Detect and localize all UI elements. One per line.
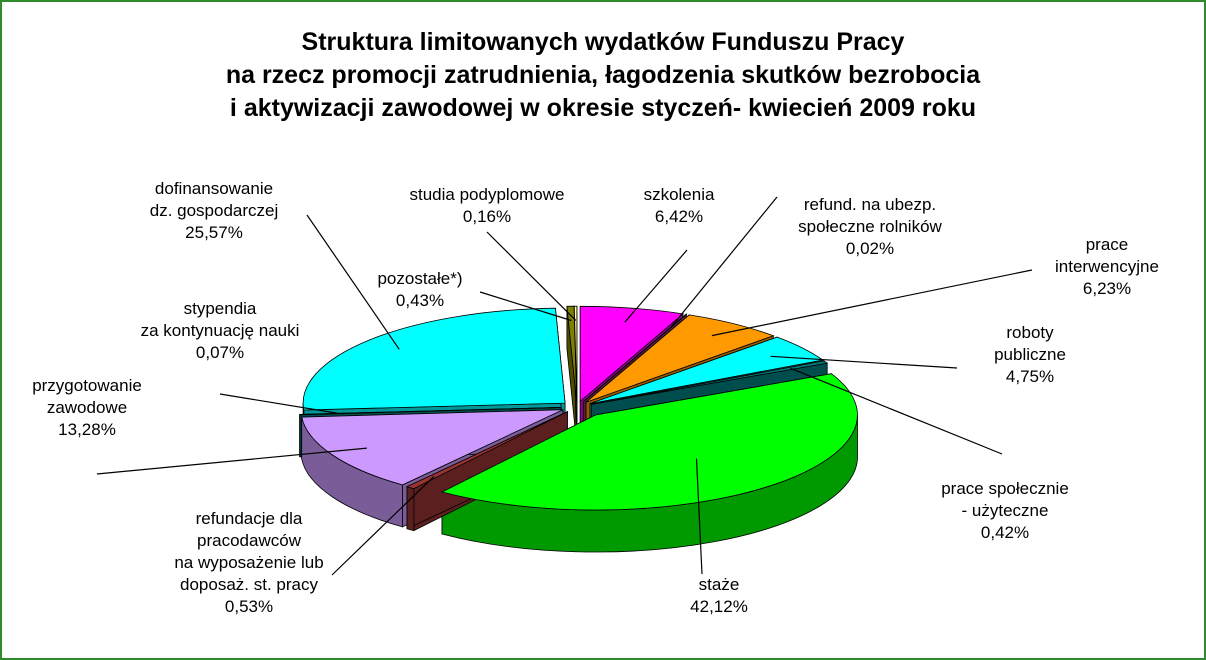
category-label: roboty publiczne — [994, 323, 1066, 364]
category-label: dofinansowanie dz. gospodarczej — [149, 179, 279, 220]
leader-line — [624, 249, 688, 323]
leader-line — [670, 196, 778, 328]
leader-line — [306, 214, 400, 350]
category-label: stypendia za kontynuację nauki — [140, 299, 300, 340]
slice — [583, 313, 688, 402]
slice — [301, 409, 564, 486]
leader-line — [331, 475, 435, 576]
slice — [573, 305, 578, 402]
category-label: szkolenia — [643, 185, 715, 204]
value-label: 25,57% — [185, 223, 243, 242]
slice-label: refund. na ubezp. społeczne rolników 0,02… — [798, 194, 942, 260]
value-label: 4,75% — [1005, 367, 1055, 386]
leader-line — [479, 291, 572, 322]
category-label: studia podyplomowe — [409, 185, 565, 204]
value-label: 6,23% — [1082, 279, 1132, 298]
value-label: 0,53% — [224, 597, 274, 616]
slice — [299, 407, 562, 416]
category-label: prace społecznie - użyteczne — [941, 479, 1069, 520]
slice-label: stypendia za kontynuację nauki 0,07% — [141, 298, 300, 364]
category-label: pozostałe*) — [377, 269, 463, 288]
value-label: 0,42% — [980, 523, 1030, 542]
value-label: 13,28% — [58, 420, 116, 439]
category-label: prace interwencyjne — [1055, 235, 1159, 276]
leader-line — [695, 458, 703, 575]
category-label: staże — [698, 575, 740, 594]
leader-line — [790, 367, 1003, 455]
leader-line — [219, 393, 340, 415]
slice — [579, 305, 684, 403]
slice — [302, 307, 566, 411]
category-label: przygotowanie zawodowe — [32, 376, 142, 417]
slice-label: dofinansowanie dz. gospodarczej 25,57% — [150, 178, 279, 244]
slice-side — [406, 486, 415, 532]
slice — [591, 360, 829, 405]
slice-label: staże 42,12% — [690, 574, 748, 618]
slice-label: studia podyplomowe 0,16% — [410, 184, 565, 228]
category-label: refund. na ubezp. społeczne rolników — [798, 195, 942, 236]
leader-line — [486, 231, 577, 321]
slice — [440, 373, 858, 511]
value-label: 6,42% — [654, 207, 704, 226]
slice-label: refundacje dla pracodawców na wyposażeni… — [174, 508, 323, 618]
value-label: 0,02% — [845, 239, 895, 258]
slice — [585, 314, 775, 403]
slice — [405, 411, 568, 490]
value-label: 0,16% — [462, 207, 512, 226]
slice-label: prace społecznie - użyteczne 0,42% — [941, 478, 1069, 544]
slice-label: przygotowanie zawodowe 13,28% — [32, 375, 142, 441]
value-label: 0,07% — [195, 343, 245, 362]
tops — [299, 305, 858, 511]
leader-line — [96, 447, 367, 475]
value-label: 42,12% — [690, 597, 748, 616]
leader-line — [711, 269, 1033, 337]
slice-label: szkolenia 6,42% — [644, 184, 715, 228]
slice-label: pozostałe*) 0,43% — [377, 268, 462, 312]
chart-title: Struktura limitowanych wydatków Funduszu… — [225, 28, 981, 122]
slice-label: prace interwencyjne 6,23% — [1055, 234, 1159, 300]
leader-line — [770, 355, 958, 369]
category-label: refundacje dla pracodawców na wyposażeni… — [174, 509, 324, 594]
leaders — [96, 196, 1033, 576]
slice-label: roboty publiczne 4,75% — [994, 322, 1066, 388]
value-label: 0,43% — [395, 291, 445, 310]
